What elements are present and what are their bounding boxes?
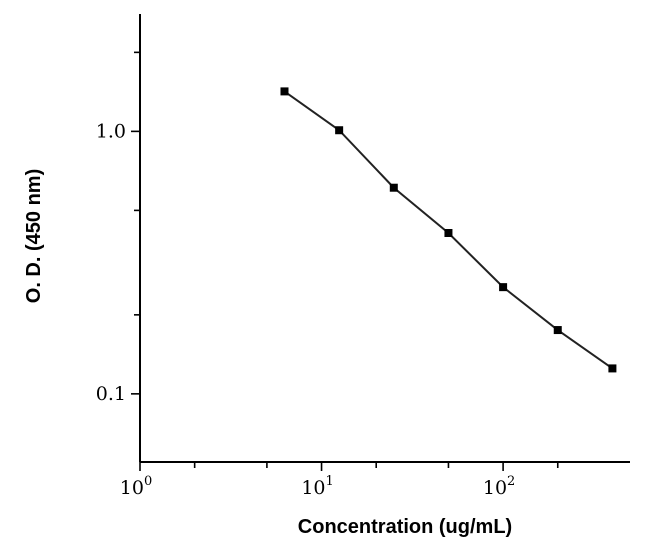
tick-labels: 100 101 102 0.1 1.0 xyxy=(96,120,516,499)
y-tick-label: 1.0 xyxy=(96,120,126,142)
ticks xyxy=(131,51,559,471)
y-tick-label: 0.1 xyxy=(96,383,126,405)
data-point xyxy=(335,126,344,135)
data-point xyxy=(444,229,453,238)
data-point xyxy=(553,326,562,335)
series xyxy=(280,87,617,373)
x-tick-label: 102 xyxy=(483,474,515,499)
y-axis-title: O. D. (450 nm) xyxy=(23,169,45,303)
x-axis-title: Concentration (ug/mL) xyxy=(298,516,512,538)
x-tick-label: 100 xyxy=(120,474,152,499)
data-point xyxy=(280,87,289,96)
data-point xyxy=(499,283,508,292)
data-point xyxy=(389,183,398,192)
data-point xyxy=(608,364,617,373)
x-tick-label: 101 xyxy=(301,474,333,499)
axes xyxy=(139,14,630,463)
